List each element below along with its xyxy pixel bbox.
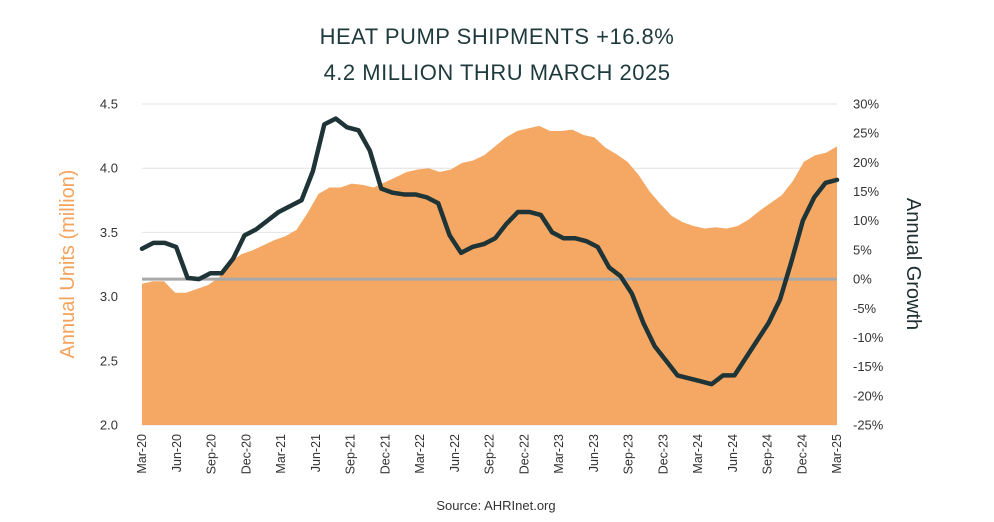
x-tick-label: Sep-23 — [622, 434, 636, 474]
left-tick-label: 2.5 — [100, 353, 118, 368]
x-tick-label: Jun-22 — [448, 434, 462, 472]
left-tick-label: 4.5 — [100, 97, 118, 112]
right-tick-label: 15% — [853, 184, 879, 199]
right-tick-label: 25% — [853, 126, 879, 141]
left-tick-label: 3.5 — [100, 225, 118, 240]
x-tick-label: Mar-23 — [552, 434, 566, 474]
x-tick-label: Sep-24 — [761, 434, 775, 474]
left-axis-ticks: 2.0 2.5 3.0 3.5 4.0 4.5 — [100, 97, 118, 433]
x-tick-label: Mar-24 — [691, 434, 705, 474]
right-tick-label: 10% — [853, 213, 879, 228]
x-tick-label: Mar-25 — [830, 434, 844, 474]
left-tick-label: 3.0 — [100, 289, 118, 304]
right-tick-label: -20% — [853, 388, 884, 403]
x-tick-label: Sep-20 — [205, 434, 219, 474]
x-tick-label: Dec-20 — [239, 434, 253, 474]
right-tick-label: -15% — [853, 359, 884, 374]
x-tick-label: Sep-22 — [483, 434, 497, 474]
x-tick-label: Jun-24 — [726, 434, 740, 472]
right-axis-label: Annual Growth — [902, 198, 924, 330]
left-axis-label: Annual Units (million) — [57, 170, 79, 359]
annual-units-area — [142, 125, 837, 425]
x-tick-label: Jun-23 — [587, 434, 601, 472]
right-tick-label: -25% — [853, 418, 884, 433]
x-axis-ticks: Mar-20 Jun-20 Sep-20 Dec-20 Mar-21 Jun-21 Sep-… — [135, 434, 844, 474]
right-tick-label: 0% — [853, 272, 872, 287]
right-tick-label: -10% — [853, 330, 884, 345]
right-axis-ticks: 30% 25% 20% 15% 10% 5% 0% -5% -10% -15% -20% -25% — [853, 97, 884, 433]
x-tick-label: Dec-24 — [795, 434, 809, 474]
x-tick-label: Jun-20 — [170, 434, 184, 472]
x-tick-label: Dec-23 — [656, 434, 670, 474]
source-note: Source: AHRInet.org — [436, 498, 555, 513]
left-tick-label: 2.0 — [100, 418, 118, 433]
x-tick-label: Dec-22 — [517, 434, 531, 474]
x-tick-label: Mar-21 — [274, 434, 288, 474]
right-tick-label: 30% — [853, 97, 879, 112]
x-tick-label: Sep-21 — [344, 434, 358, 474]
x-tick-label: Mar-22 — [413, 434, 427, 474]
chart-title-line-2: 4.2 MILLION THRU MARCH 2025 — [324, 60, 671, 85]
left-tick-label: 4.0 — [100, 161, 118, 176]
x-tick-label: Mar-20 — [135, 434, 149, 474]
right-tick-label: 20% — [853, 155, 879, 170]
annual-growth-line — [139, 116, 840, 387]
right-tick-label: 5% — [853, 242, 872, 257]
chart-title-line-1: HEAT PUMP SHIPMENTS +16.8% — [320, 24, 675, 49]
right-tick-label: -5% — [853, 301, 877, 316]
x-tick-label: Dec-21 — [378, 434, 392, 474]
x-tick-label: Jun-21 — [309, 434, 323, 472]
